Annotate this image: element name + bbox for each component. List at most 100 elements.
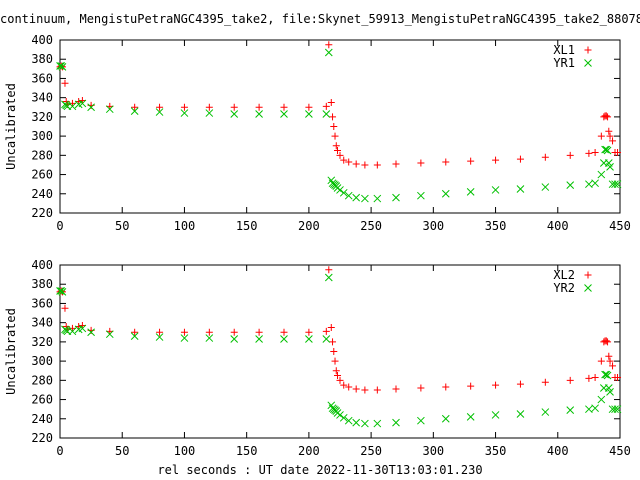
data-point	[613, 180, 622, 189]
data-point	[78, 324, 87, 333]
data-point	[606, 163, 614, 171]
data-point	[329, 113, 337, 121]
plot-frame	[59, 39, 621, 214]
data-point	[327, 323, 335, 331]
data-point	[605, 127, 613, 135]
data-point	[541, 183, 550, 191]
data-point	[491, 411, 500, 419]
data-point	[609, 137, 617, 145]
x-tick-label: 0	[56, 444, 63, 458]
data-point	[566, 181, 575, 189]
data-point	[597, 395, 606, 404]
data-point	[613, 405, 622, 414]
y-tick-label: 400	[31, 258, 53, 272]
data-point	[130, 107, 139, 115]
data-point	[305, 103, 313, 111]
data-point	[601, 370, 609, 379]
y-tick-label: 340	[31, 316, 53, 330]
x-tick-label: 100	[174, 444, 196, 458]
data-point	[336, 411, 344, 419]
data-point	[373, 419, 382, 428]
data-point	[466, 188, 475, 196]
legend-marker-yr1	[584, 59, 592, 67]
y-tick-label: 280	[31, 148, 53, 162]
y-tick-label: 300	[31, 129, 53, 143]
legend-label-yr1: YR1	[553, 56, 575, 70]
data-point	[105, 105, 114, 114]
data-point	[541, 153, 549, 161]
data-point	[336, 186, 344, 194]
x-tick-label: 300	[422, 219, 444, 233]
x-tick-label: 450	[609, 219, 631, 233]
plot-frame	[59, 264, 621, 439]
data-point	[340, 156, 348, 164]
data-point	[280, 110, 288, 118]
x-tick-label: 50	[115, 444, 129, 458]
data-point	[585, 374, 593, 382]
data-point	[609, 362, 617, 370]
data-point	[591, 148, 599, 156]
data-point	[566, 376, 574, 384]
y-tick-label: 400	[31, 33, 53, 47]
data-point	[392, 385, 400, 393]
y-tick-label: 360	[31, 296, 53, 310]
data-point	[105, 330, 114, 339]
data-point	[330, 123, 338, 130]
data-point	[339, 188, 348, 197]
data-point	[305, 110, 313, 118]
data-point	[352, 418, 361, 427]
y-axis-label: Uncalibrated	[4, 308, 18, 395]
data-point	[601, 145, 609, 154]
data-point	[336, 151, 344, 159]
data-point	[325, 266, 333, 274]
y-tick-label: 240	[31, 412, 53, 426]
legend-label-yr2: YR2	[553, 281, 575, 295]
data-point	[352, 193, 361, 202]
data-point	[230, 103, 238, 111]
data-point	[324, 273, 333, 282]
data-point	[442, 383, 450, 391]
y-tick-label: 260	[31, 393, 53, 407]
data-point	[255, 110, 263, 118]
legend-marker-yr2	[584, 284, 592, 292]
data-point	[603, 146, 612, 155]
data-point	[332, 142, 340, 150]
data-point	[329, 338, 337, 346]
data-point	[605, 352, 613, 360]
y-tick-label: 320	[31, 335, 53, 349]
data-point	[541, 408, 550, 416]
data-point	[327, 98, 335, 106]
legend-marker-xl1	[584, 46, 592, 54]
data-point	[604, 338, 612, 346]
data-point	[611, 180, 619, 189]
data-point	[602, 112, 610, 120]
data-point	[322, 327, 330, 335]
x-tick-label: 250	[360, 219, 382, 233]
data-point	[305, 335, 313, 343]
y-tick-label: 300	[31, 354, 53, 368]
data-point	[597, 357, 605, 365]
panel-2: 0 50 100 150 200 250 300 350 400 450 220 240 260 280 3…	[4, 258, 631, 458]
data-point	[205, 109, 214, 117]
data-point	[68, 102, 77, 111]
data-point	[322, 110, 331, 118]
data-point	[467, 382, 475, 390]
data-point	[597, 132, 605, 140]
series-yr1	[56, 48, 622, 203]
data-point	[606, 388, 614, 396]
data-point	[255, 103, 263, 111]
x-tick-label: 350	[485, 219, 507, 233]
data-point	[603, 371, 612, 380]
chart-title: continuum, MengistuPetraNGC4395_take2, f…	[0, 12, 640, 26]
data-point	[330, 348, 338, 355]
data-point	[516, 380, 524, 388]
x-tick-label: 100	[174, 219, 196, 233]
x-tick-label: 250	[360, 444, 382, 458]
y-tick-label: 240	[31, 187, 53, 201]
data-point	[516, 185, 525, 193]
data-point	[339, 413, 348, 422]
data-point	[441, 189, 450, 198]
x-tick-label: 450	[609, 444, 631, 458]
data-point	[156, 103, 164, 111]
